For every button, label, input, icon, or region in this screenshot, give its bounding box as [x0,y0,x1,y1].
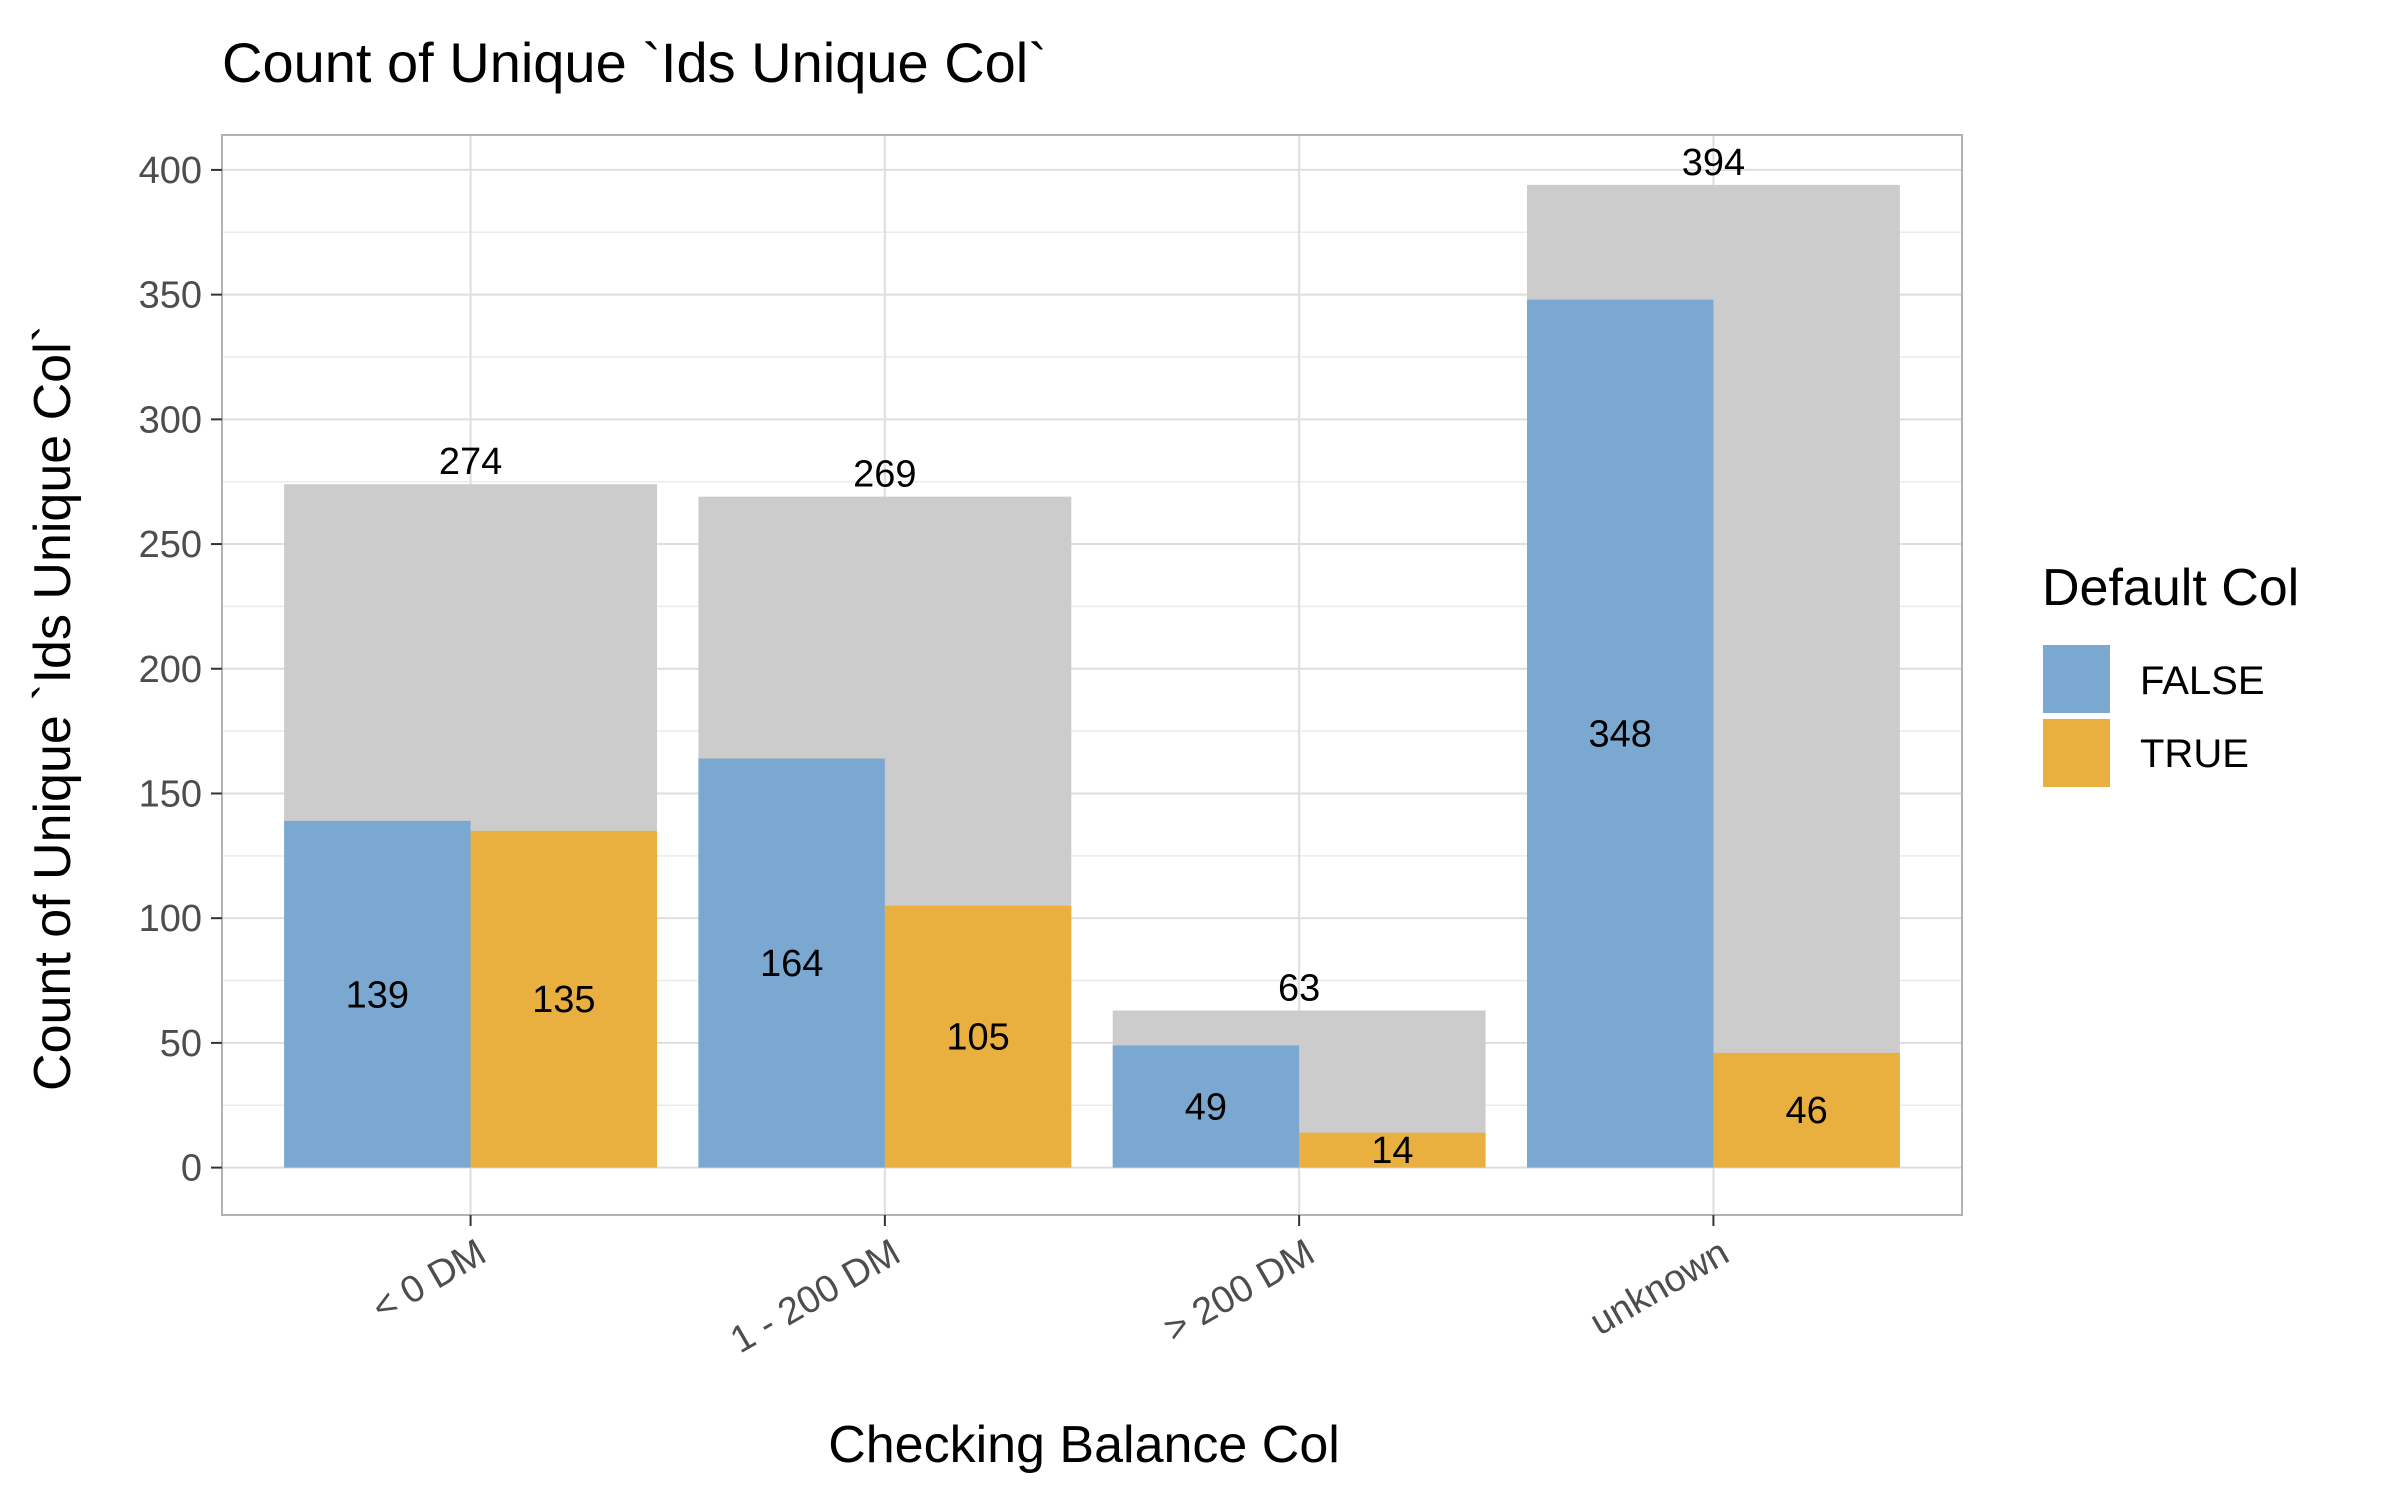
y-tick-label: 200 [139,649,202,691]
y-axis-title: Count of Unique `Ids Unique Col` [24,325,82,1091]
total-label: 394 [1682,142,1745,184]
legend-label-true: TRUE [2140,732,2249,776]
x-tick-label: > 200 DM [1157,1231,1322,1350]
y-tick-label: 250 [139,524,202,566]
y-tick-label: 350 [139,275,202,317]
series-bar-true [884,905,1072,1168]
value-label: 14 [1371,1130,1413,1172]
y-tick-label: 150 [139,773,202,815]
plot-border [221,134,1963,1216]
value-label: 135 [532,979,595,1021]
y-tick-label: 300 [139,399,202,441]
x-tick-label: < 0 DM [365,1231,493,1329]
y-tick-label: 100 [139,898,202,940]
legend-swatch-false [2043,645,2110,713]
value-label: 348 [1589,714,1652,756]
series-bar-false [284,820,471,1168]
data-labels: 274 139 135 269 164 105 63 49 14 394 348 46 [346,142,1828,1172]
value-label: 139 [346,974,409,1016]
chart-title: Count of Unique `Ids Unique Col` [222,31,1047,94]
x-tick-label: unknown [1583,1231,1736,1343]
legend: Default Col FALSE TRUE [2042,559,2299,787]
series-bar-false [1112,1045,1300,1168]
x-tick-label: 1 - 200 DM [724,1231,908,1361]
total-label: 63 [1278,967,1320,1009]
series-bar-true [470,830,657,1168]
value-label: 49 [1185,1087,1227,1129]
value-label: 46 [1786,1090,1828,1132]
value-label: 164 [760,943,823,985]
y-tick-label: 0 [181,1148,202,1190]
legend-label-false: FALSE [2140,659,2265,703]
y-tick-label: 400 [139,150,202,192]
y-tick-label: 50 [160,1023,202,1065]
legend-swatch-true [2043,719,2110,787]
x-axis-title: Checking Balance Col [828,1416,1340,1474]
value-label: 105 [946,1017,1009,1059]
total-label: 269 [853,454,916,496]
bars [284,184,1900,1168]
total-label: 274 [439,441,502,483]
series-bar-false [698,758,885,1168]
series-bar-true [1299,1132,1486,1168]
legend-title: Default Col [2042,559,2299,617]
series-bar-true [1713,1052,1900,1168]
series-bar-false [1527,299,1714,1168]
